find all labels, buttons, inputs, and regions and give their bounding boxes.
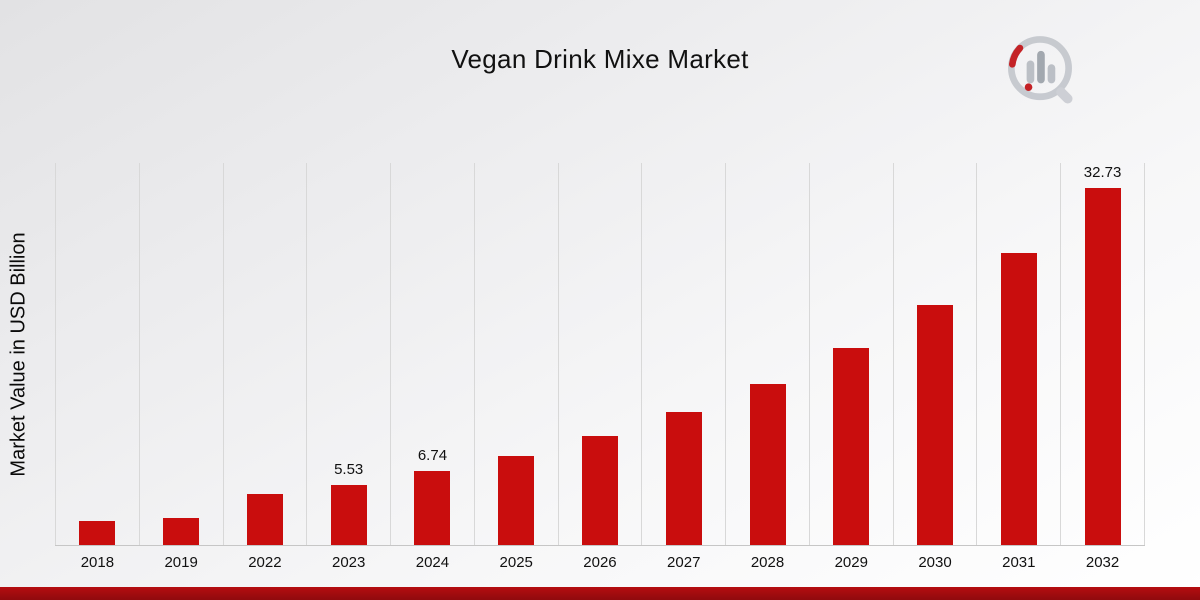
bar-value-label-2024: 6.74 [417,447,448,465]
category-slot-2028: 2028 [725,163,809,571]
bar-2024 [414,471,451,545]
x-tick-label-2022: 2022 [248,554,282,571]
x-tick-label-2028: 2028 [750,554,785,571]
bar-2029 [833,347,870,545]
bar-2019 [163,517,200,545]
bar-2018 [79,521,116,545]
bar-2028 [749,383,786,545]
category-slot-2030: 2030 [892,163,977,571]
x-tick-label-2025: 2025 [499,554,533,571]
category-slot-2022: 2022 [222,163,307,571]
bar-2031 [1000,252,1037,545]
x-tick-label-2032: 2032 [1085,554,1120,571]
x-tick-label-2026: 2026 [583,554,617,571]
bar-2022 [246,493,283,545]
bar-2030 [917,304,954,545]
x-tick-label-2023: 2023 [331,554,366,571]
bar-2026 [581,435,618,545]
category-slot-2026: 2026 [557,163,642,571]
bar-2023 [330,484,367,545]
x-tick-label-2031: 2031 [1002,554,1036,571]
category-slot-2023: 5.53 2023 [306,163,390,571]
category-slot-2032: 32.73 2032 [1060,163,1145,571]
x-tick-label-2019: 2019 [164,554,198,571]
plot-area: 2018 2019 2022 5.53 2023 6.74 2024 2025 2026 2027… [55,163,1145,571]
x-tick-label-2024: 2024 [415,554,450,571]
bar-value-label-2023: 5.53 [334,460,364,478]
bar-2025 [498,455,535,545]
x-tick-label-2027: 2027 [667,554,701,571]
category-slot-2027: 2027 [641,163,725,571]
bar-value-label-2032: 32.73 [1083,163,1122,181]
x-tick-label-2018: 2018 [80,554,115,571]
category-slot-2025: 2025 [473,163,558,571]
chart-title: Vegan Drink Mixe Market [451,44,749,74]
category-slot-2024: 6.74 2024 [390,163,474,571]
bar-2032 [1084,187,1121,545]
x-tick-label-2030: 2030 [918,554,952,571]
x-tick-label-2029: 2029 [834,554,868,571]
footer-accent-bar [0,587,1200,600]
brand-logo-icon [1008,36,1073,104]
category-slot-2019: 2019 [138,163,223,571]
bar-2027 [665,411,702,545]
y-axis-label: Market Value in USD Billion [7,231,30,477]
category-slot-2031: 2031 [976,163,1060,571]
category-slot-2018: 2018 [55,163,139,571]
category-slot-2029: 2029 [808,163,893,571]
